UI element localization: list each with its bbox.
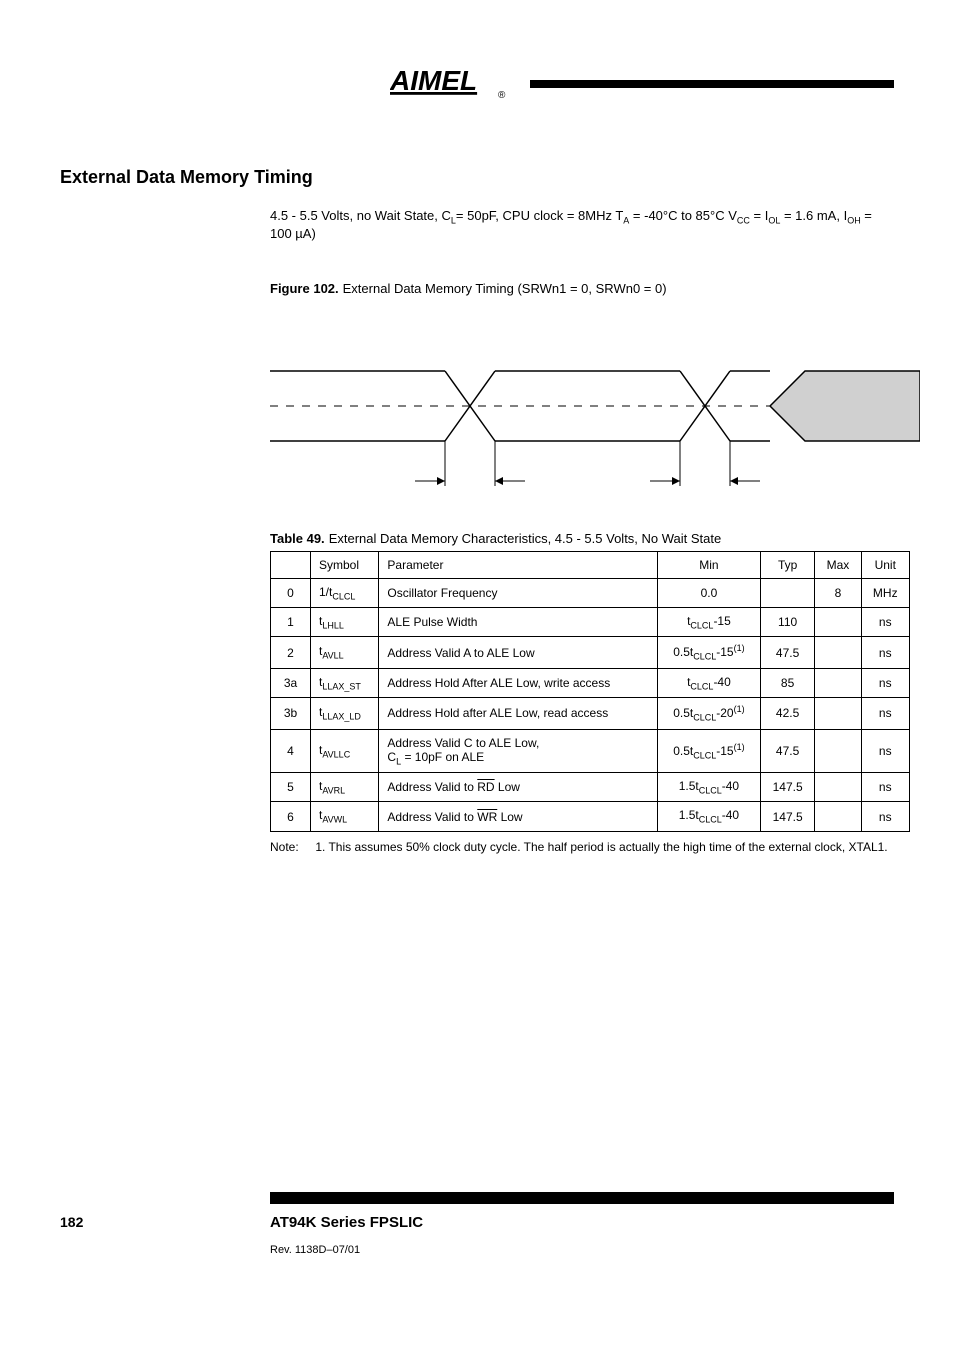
section-title: External Data Memory Timing (60, 167, 894, 188)
timing-diagram (270, 311, 920, 501)
col-parameter: Parameter (379, 551, 658, 578)
page-header: AIMEL ® (60, 60, 894, 107)
atmel-logo: AIMEL ® (390, 60, 510, 107)
table-header-row: Symbol Parameter Min Typ Max Unit (271, 551, 910, 578)
svg-text:AIMEL: AIMEL (390, 65, 477, 96)
table-caption: Table 49. External Data Memory Characteri… (270, 531, 894, 546)
footer-rule (270, 1192, 894, 1204)
table-row: 2 tAVLL Address Valid A to ALE Low 0.5tC… (271, 637, 910, 668)
figure-caption: Figure 102. External Data Memory Timing (… (270, 281, 894, 296)
header-rule (530, 80, 894, 88)
note-text: 1. This assumes 50% clock duty cycle. Th… (315, 840, 887, 854)
table-row: 3a tLLAX_ST Address Hold After ALE Low, … (271, 668, 910, 697)
table-row: 6 tAVWL Address Valid to WR Low 1.5tCLCL… (271, 802, 910, 831)
col-max: Max (815, 551, 861, 578)
timing-table: Symbol Parameter Min Typ Max Unit 0 1/tC… (270, 551, 910, 832)
col-symbol: Symbol (311, 551, 379, 578)
table-row: 1 tLHLL ALE Pulse Width tCLCL-15 110 ns (271, 607, 910, 636)
table-row: 4 tAVLLC Address Valid C to ALE Low,CL =… (271, 729, 910, 772)
table-row: 5 tAVRL Address Valid to RD Low 1.5tCLCL… (271, 772, 910, 801)
svg-text:®: ® (498, 90, 506, 101)
page-number: 182 (60, 1214, 110, 1230)
table-row: 0 1/tCLCL Oscillator Frequency 0.0 8 MHz (271, 578, 910, 607)
table-note: Note: 1. This assumes 50% clock duty cyc… (270, 840, 894, 854)
doc-id: Rev. 1138D–07/01 (270, 1244, 360, 1256)
col-min: Min (658, 551, 761, 578)
conditions-text: 4.5 - 5.5 Volts, no Wait State, CL= 50pF… (270, 208, 894, 241)
table-row: 3b tLLAX_LD Address Hold after ALE Low, … (271, 698, 910, 729)
figure-title: External Data Memory Timing (SRWn1 = 0, … (343, 281, 667, 296)
col-typ: Typ (760, 551, 815, 578)
note-label: Note: (270, 840, 312, 854)
page-footer: 182 AT94K Series FPSLIC (60, 1192, 894, 1231)
doc-title: AT94K Series FPSLIC (270, 1214, 423, 1231)
table-label: Table 49. (270, 531, 325, 546)
figure-label: Figure 102. (270, 281, 339, 296)
col-unit: Unit (861, 551, 909, 578)
table-title: External Data Memory Characteristics, 4.… (329, 531, 722, 546)
